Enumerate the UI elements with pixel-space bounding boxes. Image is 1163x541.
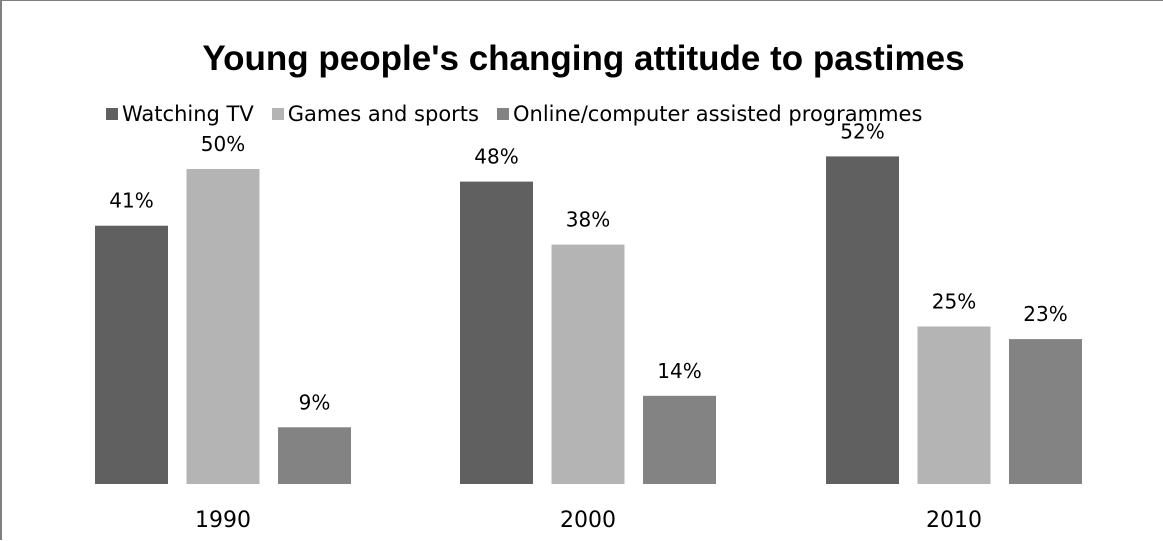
bar-2000-series-3 [643,395,716,484]
bar-2010-series-3 [1009,339,1082,484]
data-label: 14% [657,359,701,383]
data-label: 38% [566,208,610,232]
x-tick-label: 1990 [195,508,251,533]
legend-item-watching-tv: Watching TV [106,102,254,126]
bar-1990-series-3 [278,427,351,484]
data-label: 23% [1023,302,1067,326]
bar-2010-series-1 [826,156,899,484]
data-label: 41% [109,189,153,213]
bar-2000-series-2 [551,244,625,484]
legend-swatch [496,108,509,120]
bar-2010-series-2 [917,326,991,484]
data-label: 9% [299,390,331,414]
legend-label: Games and sports [287,102,479,126]
legend-swatch [271,108,284,120]
data-label: 52% [840,119,884,143]
legend-label: Watching TV [122,102,254,126]
chart-title: Young people's changing attitude to past… [202,39,965,78]
data-label: 25% [932,290,976,314]
data-label: 48% [474,145,518,169]
bar-1990-series-2 [186,169,260,484]
legend-item-games-and-sports: Games and sports [271,102,479,126]
legend-label: Online/computer assisted programmes [512,102,923,126]
legend-swatch [106,108,118,120]
x-tick-label: 2000 [560,508,616,533]
legend: Watching TV Games and sports Online/comp… [106,99,940,129]
legend-item-online-programmes: Online/computer assisted programmes [496,102,923,126]
data-label: 50% [201,132,245,156]
bar-2000-series-1 [460,181,533,484]
bar-1990-series-1 [95,225,168,484]
x-tick-label: 2010 [926,508,982,533]
